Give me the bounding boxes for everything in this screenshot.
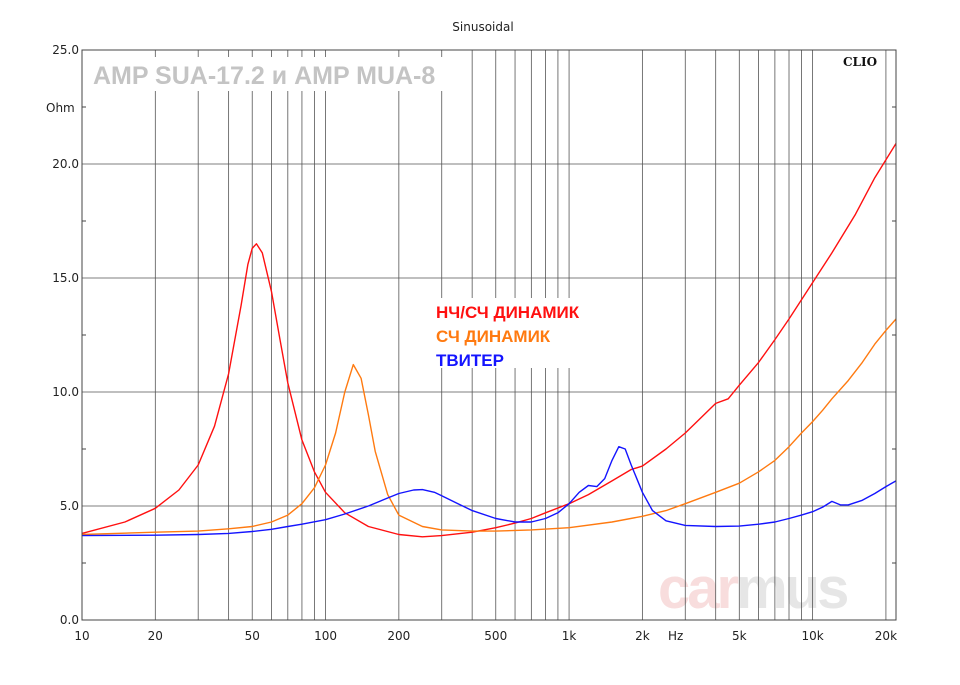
- series-line-3: [81, 446, 897, 537]
- x-tick-label: 10k: [801, 629, 823, 643]
- y-tick-label: 0.0: [60, 613, 79, 627]
- legend-entry-1: НЧ/СЧ ДИНАМИК: [436, 303, 580, 322]
- x-tick-labels: 10 20 50 100 200 500 1k 2k 5k 10k 20k: [74, 629, 897, 643]
- y-tick-label: 5.0: [60, 499, 79, 513]
- series-lines: [81, 143, 897, 538]
- x-tick-label: 2k: [635, 629, 650, 643]
- legend-entry-2: СЧ ДИНАМИК: [436, 327, 551, 346]
- y-tick-label: 15.0: [52, 271, 79, 285]
- x-tick-label: 5k: [732, 629, 747, 643]
- carmus-watermark: carmus: [658, 556, 850, 621]
- x-tick-label: 100: [314, 629, 337, 643]
- y-tick-label: 10.0: [52, 385, 79, 399]
- x-tick-label: 200: [387, 629, 410, 643]
- x-unit-label: Hz: [668, 629, 683, 643]
- watermark-text: carmus: [658, 556, 847, 621]
- x-tick-label: 50: [245, 629, 260, 643]
- chart-annotation: AMP SUA-17.2 и AMP MUA-8: [93, 62, 435, 90]
- clio-brand-label: CLIO: [843, 55, 877, 69]
- brand-label-bg: [834, 54, 884, 70]
- chart-title: Sinusoidal: [452, 20, 513, 34]
- plot-frame: [81, 49, 897, 621]
- legend-entry-3: ТВИТЕР: [436, 351, 504, 370]
- x-tick-label: 20: [148, 629, 163, 643]
- series-line-1: [81, 143, 897, 538]
- watermark-part-1: car: [658, 556, 739, 621]
- watermark-part-2: mus: [736, 556, 847, 621]
- annotation-bg: [90, 57, 444, 91]
- x-tick-label: 10: [74, 629, 89, 643]
- x-tick-label: 1k: [562, 629, 577, 643]
- legend-bg: [432, 298, 614, 368]
- legend: НЧ/СЧ ДИНАМИК СЧ ДИНАМИК ТВИТЕР: [432, 298, 614, 370]
- y-unit-label: Ohm: [46, 101, 75, 115]
- y-tick-label: 20.0: [52, 157, 79, 171]
- series-line-2: [81, 318, 897, 536]
- x-tick-label: 500: [484, 629, 507, 643]
- x-tick-label: 20k: [875, 629, 897, 643]
- y-tick-labels: 0.0 5.0 10.0 15.0 20.0 25.0: [52, 43, 79, 627]
- y-tick-label: 25.0: [52, 43, 79, 57]
